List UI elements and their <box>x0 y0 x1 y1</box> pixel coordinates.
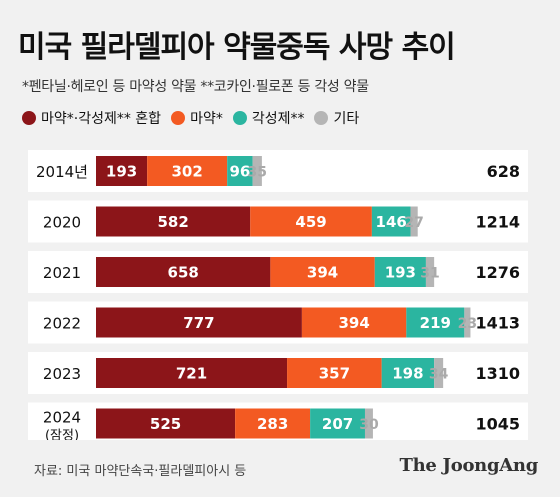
bar-segment <box>96 257 271 287</box>
data-label: 193 <box>106 163 137 181</box>
legend-item-other: 기타 <box>314 108 359 128</box>
bar-segment <box>270 257 375 287</box>
data-label: 30 <box>359 417 379 433</box>
bar-segment <box>96 307 302 338</box>
category-note: (잠정) <box>45 429 79 441</box>
bar-segment <box>371 206 411 237</box>
bar-segment <box>425 257 435 287</box>
bar-segment <box>301 307 407 338</box>
bar-segment <box>364 408 373 439</box>
bar-segment <box>96 408 236 439</box>
data-label: 283 <box>257 415 288 433</box>
data-label: 96 <box>229 163 250 181</box>
data-label: 777 <box>183 314 214 332</box>
category-label: 2024 <box>43 409 81 427</box>
legend-item-stimulant: 각성제** <box>232 108 305 128</box>
data-label: 525 <box>150 415 181 433</box>
bar-segment <box>96 358 288 388</box>
data-label: 357 <box>319 365 350 383</box>
total-label: 1413 <box>475 314 520 333</box>
bar-segment <box>252 156 262 186</box>
legend-label-mixed: 마약*·각성제** 혼합 <box>41 111 162 127</box>
data-label: 219 <box>420 314 451 332</box>
total-label: 1214 <box>475 213 520 232</box>
data-label: 193 <box>385 264 416 282</box>
data-label: 146 <box>376 213 407 231</box>
bar-segment <box>410 206 418 237</box>
data-label: 23 <box>458 316 477 332</box>
legend-swatch-mixed <box>22 111 36 125</box>
legend-label-other: 기타 <box>333 111 360 127</box>
bar-segment <box>464 307 471 338</box>
bar-segment <box>96 156 148 186</box>
legend-swatch-other <box>314 111 329 125</box>
bar-segment <box>227 156 253 186</box>
data-label: 198 <box>392 365 423 383</box>
bar-segment <box>96 206 251 237</box>
data-label: 207 <box>322 415 353 433</box>
category-label: 2023 <box>43 365 81 383</box>
bar-segment <box>406 307 465 338</box>
bar-segment <box>434 358 444 388</box>
legend-item-mixed: 마약*·각성제** 혼합 <box>22 108 161 128</box>
total-label: 1045 <box>475 415 520 434</box>
brand-logo: The JoongAng <box>399 455 539 476</box>
legend-swatch-stimulant <box>232 111 247 125</box>
category-label: 2022 <box>43 315 81 333</box>
category-label: 2021 <box>43 264 81 282</box>
legend: 마약*·각성제** 혼합 마약* 각성제** 기타 <box>22 108 369 128</box>
total-label: 1276 <box>475 263 520 282</box>
bar-segment <box>381 358 435 388</box>
data-label: 721 <box>176 365 207 383</box>
category-label: 2014년 <box>36 163 88 181</box>
bar-segment <box>310 408 365 439</box>
category-label: 2020 <box>43 214 81 232</box>
bar-segment <box>287 358 382 388</box>
total-label: 1310 <box>475 364 520 383</box>
data-label: 31 <box>420 266 439 282</box>
total-label: 628 <box>487 162 520 181</box>
data-label: 34 <box>429 367 449 383</box>
chart-title: 미국 필라델피아 약물중독 사망 추이 <box>18 30 456 65</box>
data-label: 394 <box>338 314 369 332</box>
bar-segment <box>147 156 228 186</box>
data-label: 302 <box>172 163 203 181</box>
data-label: 658 <box>168 264 199 282</box>
bar-segment <box>235 408 311 439</box>
legend-swatch-narcotic <box>171 111 186 125</box>
legend-item-narcotic: 마약* <box>171 108 223 128</box>
chart-subtitle: *펜타닐·헤로인 등 마약성 약물 **코카인·필로폰 등 각성 약물 <box>22 79 369 95</box>
data-label: 582 <box>157 213 188 231</box>
source-note: 자료: 미국 마약단속국·필라델피아시 등 <box>34 464 247 479</box>
legend-label-stimulant: 각성제** <box>251 111 305 127</box>
legend-label-narcotic: 마약* <box>190 111 223 127</box>
data-label: 35 <box>248 165 267 181</box>
bar-segment <box>250 206 372 237</box>
bar-segment <box>374 257 426 287</box>
data-label: 459 <box>295 213 326 231</box>
data-label: 394 <box>307 264 338 282</box>
data-label: 27 <box>404 215 423 231</box>
